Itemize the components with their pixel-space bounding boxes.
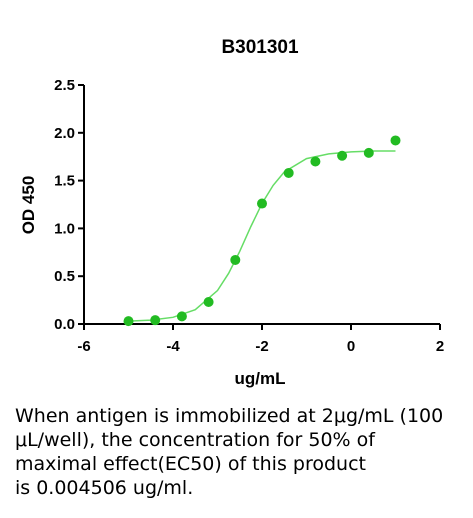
data-point [203,297,214,308]
y-axis-label: OD 450 [19,176,38,235]
y-tick-label: 1.0 [54,220,75,237]
chart: B301301 ug/mL OD 450 0.0 0.5 1.0 1.5 2.0 2.5 -… [19,37,444,388]
x-axis-label: ug/mL [235,369,286,388]
data-point [337,150,348,161]
data-point [363,147,374,158]
y-tick-label: 2.5 [54,77,75,94]
data-point [176,311,187,322]
chart-title: B301301 [221,37,299,58]
x-tick-label: -2 [255,338,268,355]
data-point [230,254,241,265]
x-tick-label: -4 [166,338,180,355]
caption-line: maximal effect(EC50) of this product [15,453,366,475]
fit-curve [128,150,396,322]
caption-line: μL/well), the concentration for 50% of [15,429,375,451]
x-tick-label: -6 [77,338,90,355]
x-tick-label: 2 [436,338,444,355]
y-tick-label: 1.5 [54,173,75,190]
x-tick-label: 0 [347,338,355,355]
caption-line: is 0.004506 ug/ml. [15,477,194,499]
data-point [283,167,294,178]
data-point [310,156,321,167]
caption-line: When antigen is immobilized at 2μg/mL (1… [15,405,444,427]
y-tick-label: 2.0 [54,125,75,142]
data-point [257,198,267,209]
data-point [123,316,134,327]
y-tick-label: 0.5 [54,268,75,285]
data-point [150,315,161,326]
data-point [390,135,401,146]
caption: When antigen is immobilized at 2μg/mL (1… [15,404,473,500]
y-tick-label: 0.0 [54,316,75,333]
